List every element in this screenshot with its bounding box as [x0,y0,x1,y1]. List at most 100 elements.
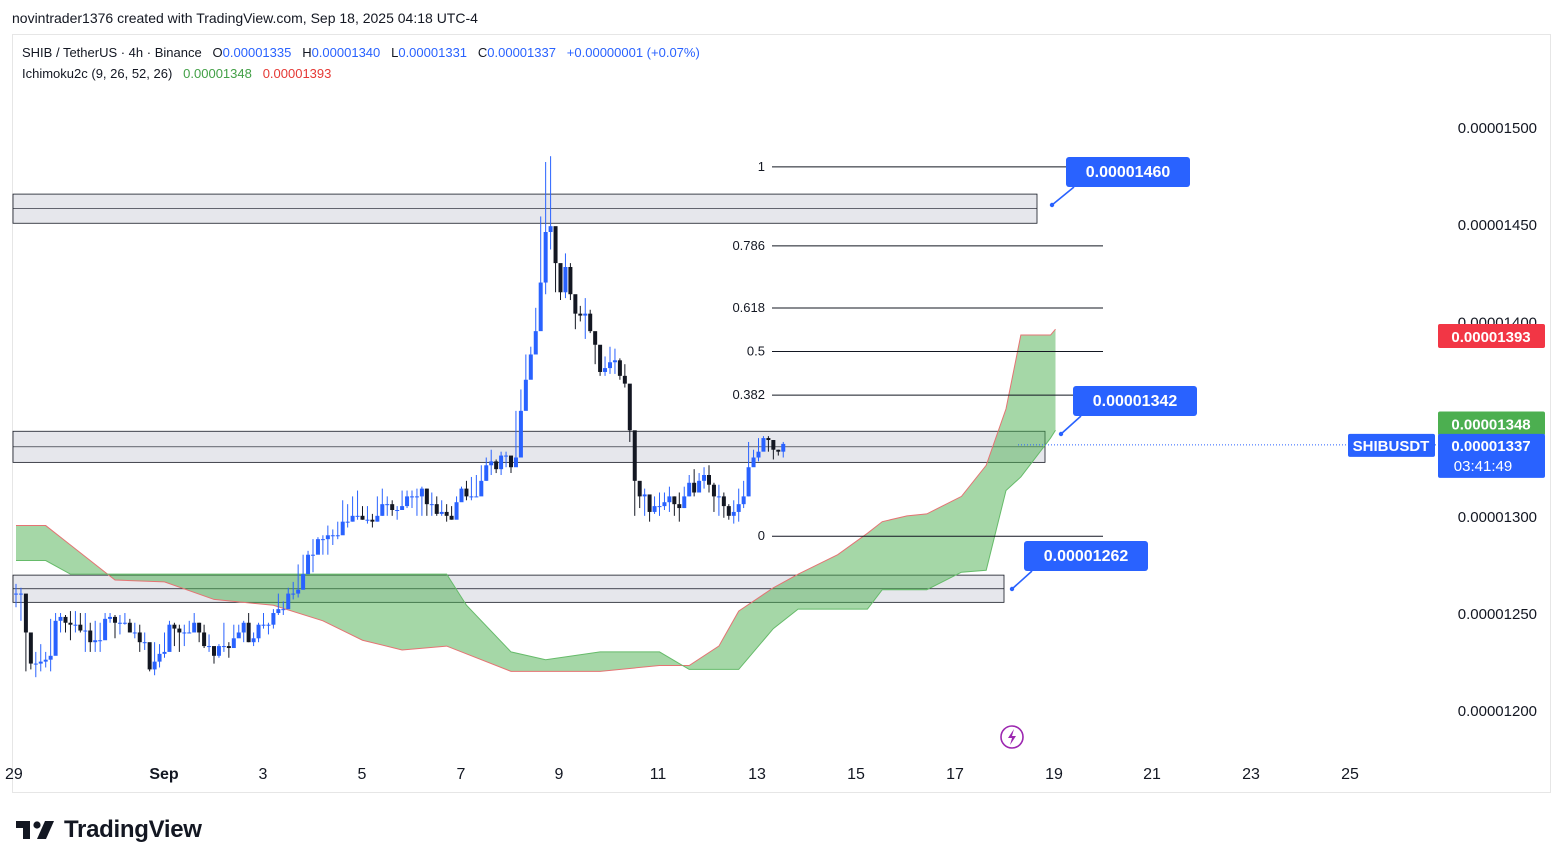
candle-body [330,535,335,537]
candle-body [58,616,63,621]
candle-body [410,496,414,498]
candle-body [172,624,177,629]
tradingview-wordmark: TradingView [64,816,202,843]
candle-body [429,504,434,506]
current-price-badge[interactable] [1438,433,1545,478]
open-label: O [212,45,223,60]
candle-body [533,331,538,355]
fib-level-label: 1 [758,159,765,174]
candle-body [28,632,33,664]
candle-body [231,638,236,649]
callout-box[interactable] [1073,386,1197,416]
indicator-name[interactable]: Ichimoku2c (9, 26, 52, 26) [22,66,173,81]
candle-body [108,616,113,619]
candle-body [291,593,296,595]
fibonacci-retracement[interactable]: 1 0.786 0.618 0.5 0.382 0 [732,159,1103,543]
candle-body [375,515,380,522]
candle-body [350,515,355,522]
tradingview-logo-icon [16,821,54,839]
symbol-tag[interactable] [1348,433,1435,457]
candle-body [271,613,276,625]
candle-body [93,640,98,643]
candle-body [692,482,697,493]
candle-body [113,616,117,623]
candle-body [726,506,731,516]
candle-body [509,455,513,468]
callout-box[interactable] [1024,541,1148,571]
candle-body [88,630,93,643]
candle-body [246,622,251,643]
candle-body [627,383,632,431]
candle-body [187,632,192,634]
fib-level-label: 0.382 [732,387,765,402]
candle-body [662,502,667,507]
cloud-span-a [16,328,1056,672]
candle-body [380,504,385,516]
price-badge [1438,411,1545,436]
y-tick-label: 0.00001200 [1458,703,1537,720]
candle-body [761,438,766,452]
candle-body [315,539,320,555]
candle-body [716,496,721,498]
candle-body [667,496,672,503]
candle-body [583,313,588,316]
candle-body [167,624,172,652]
candle-body [558,263,563,293]
indicator-value-2: 0.00001393 [262,66,332,81]
candle-body [400,506,405,510]
candle-body [266,624,271,626]
candle-body [682,496,687,509]
candle-body [216,646,221,656]
high-value: 0.00001340 [311,45,381,60]
candle-body [147,642,152,670]
chart-frame[interactable] [12,34,1551,793]
candle-body [603,368,608,372]
callout-pointer [1060,415,1082,435]
callout-text: 0.00001262 [1044,548,1129,565]
candle-body [207,646,212,648]
tradingview-logo[interactable]: TradingView [16,816,202,844]
candle-body [568,266,573,295]
candle-body [325,535,330,540]
support-resistance-zones[interactable] [12,193,1046,603]
candle-body [414,496,419,498]
flash-icon[interactable] [1000,725,1024,749]
ichimoku-cloud [16,328,1056,672]
x-tick-label: 21 [1143,766,1161,783]
candle-body [523,379,528,411]
callout-box[interactable] [1066,157,1190,187]
candle-body [202,632,207,647]
candle-body [499,455,504,470]
candle-body [73,624,78,626]
x-tick-label: 7 [457,766,466,783]
candle-body [236,632,241,639]
attribution-text: novintrader1376 created with TradingView… [12,10,478,26]
candle-body [756,451,761,458]
candle-body [721,496,726,507]
candle-body [518,410,523,458]
candle-body [43,659,48,662]
candle-body [226,646,231,649]
indicator-legend: Ichimoku2c (9, 26, 52, 26) 0.00001348 0.… [22,66,331,81]
price-badge [1438,324,1545,349]
low-label: L [391,45,399,60]
candle-body [617,360,622,376]
candle-body [513,457,518,468]
candle-body [677,504,682,509]
price-callouts[interactable]: 0.00001460 0.00001342 0.00001262 [1009,157,1197,592]
y-tick-label: 0.00001450 [1458,217,1537,234]
candle-body [117,622,122,624]
symbol-line[interactable]: SHIB / TetherUS · 4h · Binance [22,45,202,60]
time-axis[interactable]: 29 Sep 3 5 7 9 11 13 15 17 19 21 23 25 [5,766,1359,783]
candle-body [588,313,593,332]
candle-body [538,282,543,332]
price-axis[interactable]: 0.000015000.000014500.000014000.00001350… [1348,120,1545,720]
price-badge-text: 0.00001393 [1451,329,1530,346]
candle-body [286,593,291,610]
candle-body [152,661,157,670]
callout-dot [1009,586,1015,592]
callout-pointer [1051,186,1075,206]
candle-body [370,519,375,522]
x-tick-label: 17 [946,766,964,783]
